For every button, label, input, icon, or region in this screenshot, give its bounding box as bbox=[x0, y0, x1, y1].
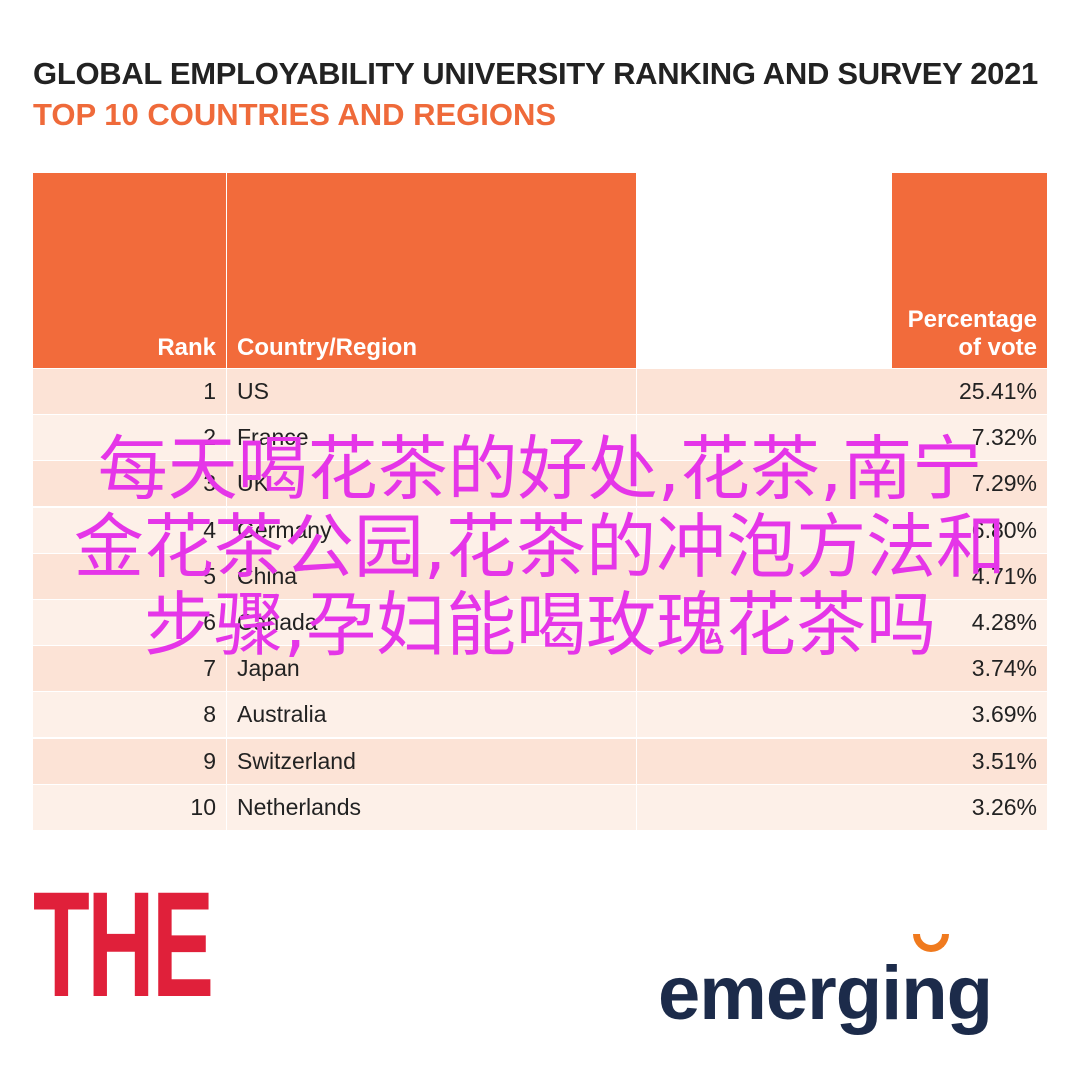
table-cell: China bbox=[227, 553, 636, 600]
column-header: Country/Region bbox=[227, 173, 636, 368]
table-cell: 5 bbox=[33, 553, 226, 600]
title: GLOBAL EMPLOYABILITY UNIVERSITY RANKING … bbox=[33, 56, 1039, 91]
table-cell: 7.32% bbox=[637, 415, 1047, 462]
overlay-text: 每天喝花茶的好处,花茶,南宁 金花茶公园,花茶的冲泡方法和 步骤,孕妇能喝玫瑰花茶吗 bbox=[0, 430, 1080, 664]
table-cell: 25.41% bbox=[637, 369, 1047, 415]
table-cell: 3 bbox=[33, 461, 226, 508]
overlay-line: 金花茶公园,花茶的冲泡方法和 bbox=[73, 506, 1007, 588]
table-cell: Netherlands bbox=[227, 784, 636, 831]
logo-arc bbox=[913, 934, 949, 952]
table-cell: 7 bbox=[33, 646, 226, 693]
column-header: Rank bbox=[33, 173, 226, 368]
table-cell: US bbox=[227, 369, 636, 415]
table-cell: UK bbox=[227, 461, 636, 508]
table-cell: 2 bbox=[33, 415, 226, 462]
table-cell: 3.69% bbox=[637, 692, 1047, 739]
table-cell: 9 bbox=[33, 738, 226, 785]
subtitle: TOP 10 COUNTRIES AND REGIONS bbox=[33, 97, 557, 132]
table-cell: 6 bbox=[33, 600, 226, 646]
overlay-line: 每天喝花茶的好处,花茶,南宁 bbox=[97, 428, 983, 510]
table-cell: 7.29% bbox=[637, 461, 1047, 508]
table-cell: Switzerland bbox=[227, 738, 636, 785]
table-cell: France bbox=[227, 415, 636, 462]
table-cell: 8 bbox=[33, 692, 226, 739]
table-cell: 10 bbox=[33, 784, 226, 831]
table-cell: 3.74% bbox=[637, 646, 1047, 693]
the-logo: THE bbox=[33, 860, 214, 1028]
table-cell: Canada bbox=[227, 600, 636, 646]
table-cell: Australia bbox=[227, 692, 636, 739]
table-cell: 6.80% bbox=[637, 507, 1047, 554]
table-cell: 4.28% bbox=[637, 600, 1047, 646]
table-cell: 1 bbox=[33, 369, 226, 415]
table-cell: 4.71% bbox=[637, 553, 1047, 600]
table-cell: 3.51% bbox=[637, 738, 1047, 785]
overlay-line: 步骤,孕妇能喝玫瑰花茶吗 bbox=[143, 584, 937, 666]
emerging-logo: emerging bbox=[658, 951, 993, 1036]
table-cell: 3.26% bbox=[637, 784, 1047, 831]
table-cell: Germany bbox=[227, 507, 636, 554]
table-cell: Japan bbox=[227, 646, 636, 693]
table-cell: 4 bbox=[33, 507, 226, 554]
column-header: Percentage of vote bbox=[892, 173, 1047, 368]
